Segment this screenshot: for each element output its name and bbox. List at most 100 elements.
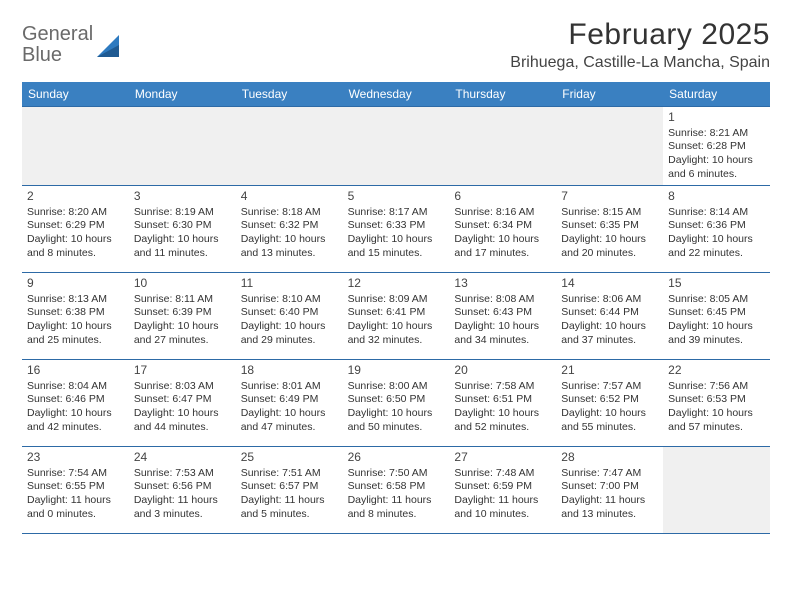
day1-text: Daylight: 11 hours [241, 494, 338, 508]
day1-text: Daylight: 10 hours [668, 407, 765, 421]
calendar-week: 2Sunrise: 8:20 AMSunset: 6:29 PMDaylight… [22, 185, 770, 272]
sunset-text: Sunset: 6:46 PM [27, 393, 124, 407]
day1-text: Daylight: 10 hours [241, 407, 338, 421]
calendar-week: 16Sunrise: 8:04 AMSunset: 6:46 PMDayligh… [22, 359, 770, 446]
sunset-text: Sunset: 6:38 PM [27, 306, 124, 320]
day1-text: Daylight: 11 hours [27, 494, 124, 508]
date-number: 23 [27, 450, 124, 466]
day2-text: and 8 minutes. [27, 247, 124, 261]
calendar-cell: 7Sunrise: 8:15 AMSunset: 6:35 PMDaylight… [556, 186, 663, 272]
sunset-text: Sunset: 6:51 PM [454, 393, 551, 407]
date-number: 24 [134, 450, 231, 466]
date-number: 10 [134, 276, 231, 292]
sunset-text: Sunset: 6:50 PM [348, 393, 445, 407]
sunset-text: Sunset: 6:32 PM [241, 219, 338, 233]
calendar-week: 23Sunrise: 7:54 AMSunset: 6:55 PMDayligh… [22, 446, 770, 534]
day2-text: and 11 minutes. [134, 247, 231, 261]
sunrise-text: Sunrise: 7:47 AM [561, 467, 658, 481]
calendar-cell: 18Sunrise: 8:01 AMSunset: 6:49 PMDayligh… [236, 360, 343, 446]
date-number: 13 [454, 276, 551, 292]
date-number: 28 [561, 450, 658, 466]
day2-text: and 44 minutes. [134, 421, 231, 435]
sunrise-text: Sunrise: 8:20 AM [27, 206, 124, 220]
day1-text: Daylight: 10 hours [348, 320, 445, 334]
calendar-body: 1Sunrise: 8:21 AMSunset: 6:28 PMDaylight… [22, 106, 770, 534]
sunset-text: Sunset: 6:52 PM [561, 393, 658, 407]
calendar-cell: 5Sunrise: 8:17 AMSunset: 6:33 PMDaylight… [343, 186, 450, 272]
date-number: 15 [668, 276, 765, 292]
date-number: 1 [668, 110, 765, 126]
calendar-cell-empty [663, 447, 770, 533]
calendar-cell-empty [22, 107, 129, 185]
date-number: 19 [348, 363, 445, 379]
sunrise-text: Sunrise: 8:06 AM [561, 293, 658, 307]
date-number: 7 [561, 189, 658, 205]
day1-text: Daylight: 10 hours [27, 407, 124, 421]
calendar: Sunday Monday Tuesday Wednesday Thursday… [22, 82, 770, 534]
sunrise-text: Sunrise: 7:57 AM [561, 380, 658, 394]
sunrise-text: Sunrise: 7:54 AM [27, 467, 124, 481]
day2-text: and 29 minutes. [241, 334, 338, 348]
sunset-text: Sunset: 6:59 PM [454, 480, 551, 494]
day2-text: and 6 minutes. [668, 168, 765, 182]
day-header: Sunday [22, 82, 129, 106]
day1-text: Daylight: 10 hours [348, 233, 445, 247]
sunset-text: Sunset: 6:43 PM [454, 306, 551, 320]
calendar-cell: 11Sunrise: 8:10 AMSunset: 6:40 PMDayligh… [236, 273, 343, 359]
date-number: 20 [454, 363, 551, 379]
day2-text: and 27 minutes. [134, 334, 231, 348]
date-number: 12 [348, 276, 445, 292]
calendar-cell: 1Sunrise: 8:21 AMSunset: 6:28 PMDaylight… [663, 107, 770, 185]
page-title: February 2025 [510, 18, 770, 52]
calendar-cell: 14Sunrise: 8:06 AMSunset: 6:44 PMDayligh… [556, 273, 663, 359]
day1-text: Daylight: 10 hours [241, 320, 338, 334]
day1-text: Daylight: 11 hours [348, 494, 445, 508]
sunrise-text: Sunrise: 7:56 AM [668, 380, 765, 394]
day1-text: Daylight: 10 hours [561, 407, 658, 421]
calendar-cell: 25Sunrise: 7:51 AMSunset: 6:57 PMDayligh… [236, 447, 343, 533]
sunset-text: Sunset: 6:39 PM [134, 306, 231, 320]
sunrise-text: Sunrise: 8:01 AM [241, 380, 338, 394]
date-number: 2 [27, 189, 124, 205]
day2-text: and 15 minutes. [348, 247, 445, 261]
sunset-text: Sunset: 6:41 PM [348, 306, 445, 320]
sunset-text: Sunset: 6:58 PM [348, 480, 445, 494]
sunset-text: Sunset: 6:35 PM [561, 219, 658, 233]
calendar-cell: 21Sunrise: 7:57 AMSunset: 6:52 PMDayligh… [556, 360, 663, 446]
calendar-cell-empty [449, 107, 556, 185]
brand-logo: General Blue [22, 18, 123, 66]
date-number: 18 [241, 363, 338, 379]
calendar-cell: 6Sunrise: 8:16 AMSunset: 6:34 PMDaylight… [449, 186, 556, 272]
brand-sail-icon [97, 31, 123, 59]
sunrise-text: Sunrise: 8:13 AM [27, 293, 124, 307]
day1-text: Daylight: 10 hours [134, 233, 231, 247]
date-number: 6 [454, 189, 551, 205]
brand-text-1: General [22, 23, 93, 45]
day-header: Saturday [663, 82, 770, 106]
day2-text: and 10 minutes. [454, 508, 551, 522]
sunset-text: Sunset: 6:40 PM [241, 306, 338, 320]
calendar-cell: 17Sunrise: 8:03 AMSunset: 6:47 PMDayligh… [129, 360, 236, 446]
date-number: 11 [241, 276, 338, 292]
day2-text: and 5 minutes. [241, 508, 338, 522]
calendar-week: 1Sunrise: 8:21 AMSunset: 6:28 PMDaylight… [22, 106, 770, 185]
calendar-cell: 9Sunrise: 8:13 AMSunset: 6:38 PMDaylight… [22, 273, 129, 359]
calendar-cell: 19Sunrise: 8:00 AMSunset: 6:50 PMDayligh… [343, 360, 450, 446]
calendar-cell: 15Sunrise: 8:05 AMSunset: 6:45 PMDayligh… [663, 273, 770, 359]
calendar-cell: 20Sunrise: 7:58 AMSunset: 6:51 PMDayligh… [449, 360, 556, 446]
sunset-text: Sunset: 6:56 PM [134, 480, 231, 494]
sunset-text: Sunset: 6:45 PM [668, 306, 765, 320]
day1-text: Daylight: 10 hours [454, 320, 551, 334]
sunset-text: Sunset: 6:57 PM [241, 480, 338, 494]
sunrise-text: Sunrise: 8:00 AM [348, 380, 445, 394]
day1-text: Daylight: 10 hours [454, 407, 551, 421]
sunrise-text: Sunrise: 8:03 AM [134, 380, 231, 394]
calendar-cell-empty [343, 107, 450, 185]
day-header: Tuesday [236, 82, 343, 106]
day1-text: Daylight: 11 hours [134, 494, 231, 508]
sunrise-text: Sunrise: 8:15 AM [561, 206, 658, 220]
day1-text: Daylight: 10 hours [668, 154, 765, 168]
day2-text: and 42 minutes. [27, 421, 124, 435]
calendar-cell: 22Sunrise: 7:56 AMSunset: 6:53 PMDayligh… [663, 360, 770, 446]
calendar-cell: 23Sunrise: 7:54 AMSunset: 6:55 PMDayligh… [22, 447, 129, 533]
